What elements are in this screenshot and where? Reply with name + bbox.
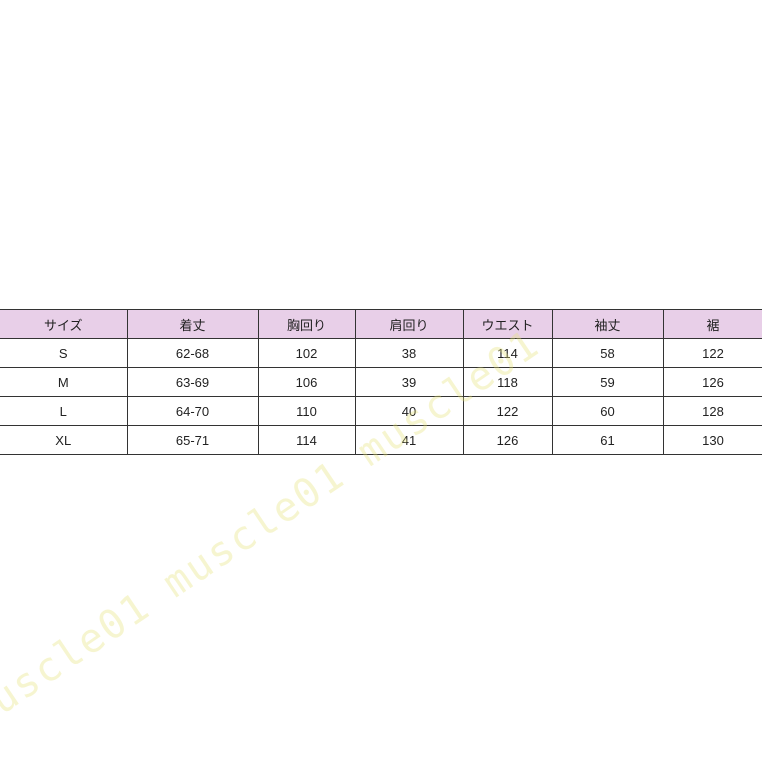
table-cell: 39	[354, 367, 464, 397]
table-row: XL 65-71 114 41 126 61 130	[0, 425, 762, 455]
table-cell: 41	[354, 425, 464, 455]
size-chart-table: サイズ 着丈 胸回り 肩回り ウエスト 袖丈 裾 S 62-68 102 38 114 5…	[0, 309, 762, 455]
table-cell: 130	[662, 425, 762, 455]
table-cell: XL	[0, 425, 128, 455]
table-cell: 114	[462, 338, 553, 368]
table-row: L 64-70 110 40 122 60 128	[0, 396, 762, 426]
table-cell: 126	[662, 367, 762, 397]
table-row: M 63-69 106 39 118 59 126	[0, 367, 762, 397]
table-cell: 128	[662, 396, 762, 426]
table-cell: 58	[551, 338, 664, 368]
table-cell: 61	[551, 425, 664, 455]
header-cell: サイズ	[0, 309, 128, 339]
table-cell: 60	[551, 396, 664, 426]
table-cell: 110	[257, 396, 356, 426]
table-row: S 62-68 102 38 114 58 122	[0, 338, 762, 368]
table-cell: 122	[462, 396, 553, 426]
table-cell: 102	[257, 338, 356, 368]
header-cell: 胸回り	[257, 309, 356, 339]
table-cell: 118	[462, 367, 553, 397]
header-cell: 肩回り	[354, 309, 464, 339]
table-cell: 126	[462, 425, 553, 455]
header-cell: 着丈	[126, 309, 259, 339]
table-cell: 122	[662, 338, 762, 368]
header-row: サイズ 着丈 胸回り 肩回り ウエスト 袖丈 裾	[0, 309, 762, 339]
table-cell: 114	[257, 425, 356, 455]
table-cell: 64-70	[126, 396, 259, 426]
header-cell: 袖丈	[551, 309, 664, 339]
table-cell: 59	[551, 367, 664, 397]
table-cell: 106	[257, 367, 356, 397]
table-cell: 63-69	[126, 367, 259, 397]
table-cell: 65-71	[126, 425, 259, 455]
header-cell: 裾	[662, 309, 762, 339]
table-cell: 62-68	[126, 338, 259, 368]
header-cell: ウエスト	[462, 309, 553, 339]
table-cell: M	[0, 367, 128, 397]
table-cell: 38	[354, 338, 464, 368]
table-cell: L	[0, 396, 128, 426]
table-cell: 40	[354, 396, 464, 426]
table-cell: S	[0, 338, 128, 368]
